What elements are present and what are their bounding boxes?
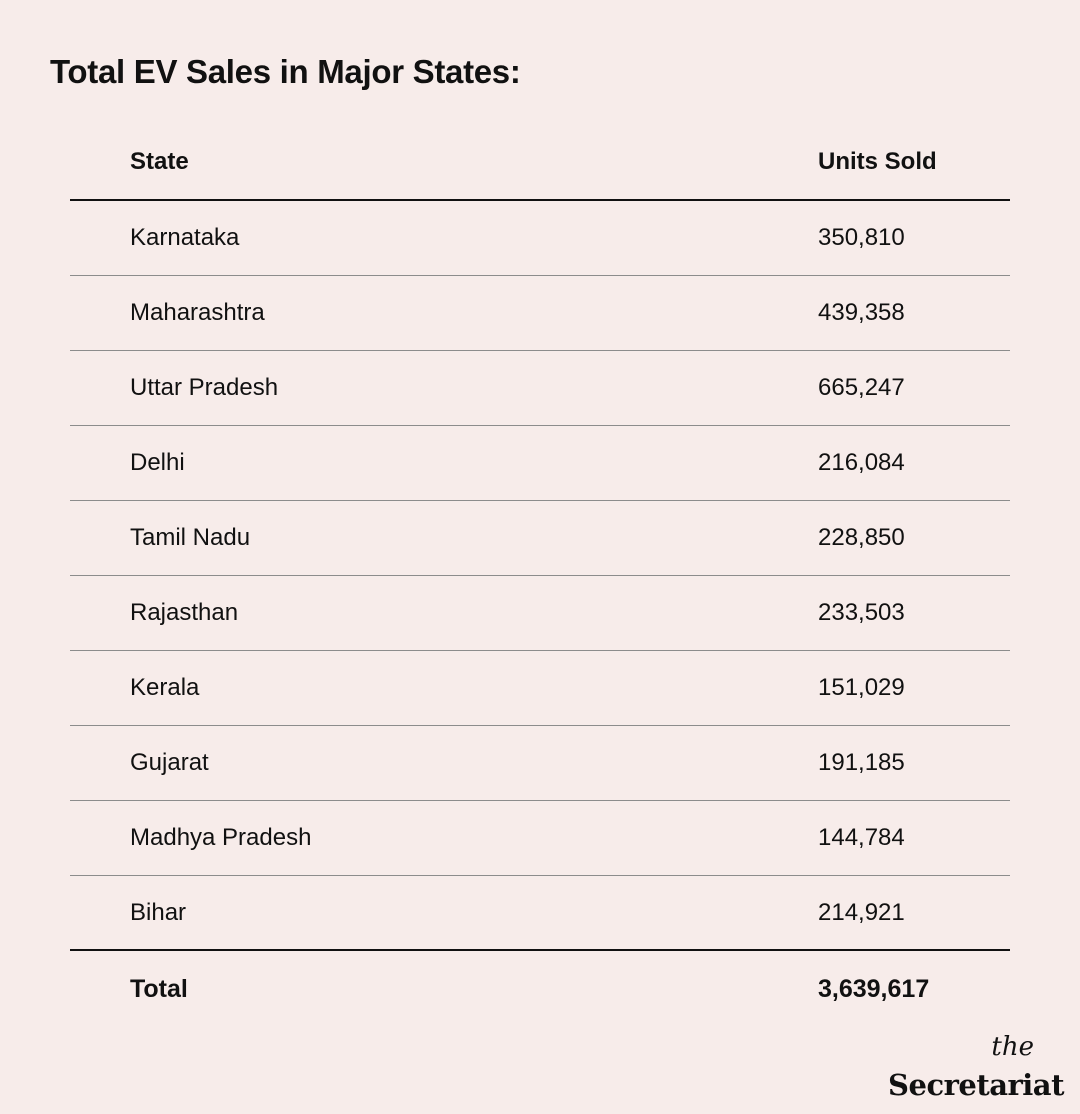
units-cell: 439,358 xyxy=(818,299,905,326)
state-cell: Maharashtra xyxy=(130,299,265,326)
state-cell: Delhi xyxy=(130,449,185,476)
units-cell: 191,185 xyxy=(818,749,905,776)
state-cell: Kerala xyxy=(130,674,200,701)
page-title: Total EV Sales in Major States: xyxy=(50,53,521,90)
column-header-state: State xyxy=(130,148,189,175)
total-label: Total xyxy=(130,974,188,1003)
state-cell: Bihar xyxy=(130,898,187,926)
table-row: Rajasthan 233,503 xyxy=(70,576,1010,651)
logo-the: the xyxy=(991,1032,1034,1062)
units-cell: 214,921 xyxy=(818,898,905,926)
table-row: Madhya Pradesh 144,784 xyxy=(70,801,1010,876)
table-row: Bihar 214,921 xyxy=(70,876,1010,951)
table-row: Gujarat 191,185 xyxy=(70,726,1010,801)
table-row: Uttar Pradesh 665,247 xyxy=(70,351,1010,426)
units-cell: 144,784 xyxy=(818,824,905,851)
units-cell: 151,029 xyxy=(818,674,905,701)
state-cell: Gujarat xyxy=(130,749,209,776)
column-header-units-sold: Units Sold xyxy=(818,148,937,175)
table-header-row: State Units Sold xyxy=(70,124,1010,201)
table-row: Tamil Nadu 228,850 xyxy=(70,501,1010,576)
state-cell: Tamil Nadu xyxy=(130,524,251,551)
units-cell: 350,810 xyxy=(818,224,905,251)
units-cell: 216,084 xyxy=(818,449,905,476)
state-cell: Rajasthan xyxy=(130,599,239,626)
ev-sales-table: State Units Sold Karnataka 350,810 Maharas… xyxy=(70,124,1010,1027)
table-row: Delhi 216,084 xyxy=(70,426,1010,501)
total-value: 3,639,617 xyxy=(818,974,930,1003)
state-cell: Uttar Pradesh xyxy=(130,374,279,401)
logo-name: Secretariat xyxy=(888,1068,1064,1102)
table-total-row: Total 3,639,617 xyxy=(70,951,1010,1027)
secretariat-logo: the Secretariat xyxy=(884,1034,1064,1100)
state-cell: Madhya Pradesh xyxy=(130,824,312,851)
units-cell: 228,850 xyxy=(818,524,905,551)
table-body: Karnataka 350,810 Maharashtra 439,358 Uttar … xyxy=(70,201,1010,951)
units-cell: 233,503 xyxy=(818,599,905,626)
table-row: Kerala 151,029 xyxy=(70,651,1010,726)
table-row: Maharashtra 439,358 xyxy=(70,276,1010,351)
state-cell: Karnataka xyxy=(130,224,240,251)
table-row: Karnataka 350,810 xyxy=(70,201,1010,276)
units-cell: 665,247 xyxy=(818,374,905,401)
